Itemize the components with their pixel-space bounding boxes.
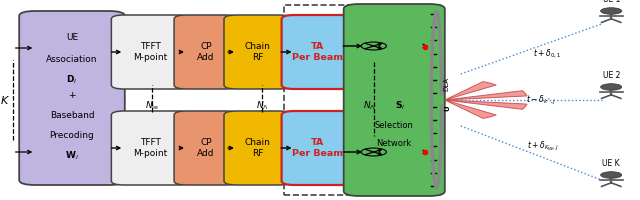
Wedge shape [445, 91, 527, 100]
Text: Add: Add [197, 53, 215, 62]
Text: $\mathbf{D}_l$: $\mathbf{D}_l$ [67, 74, 77, 86]
Text: Per Beam: Per Beam [292, 149, 343, 158]
Text: UE K: UE K [602, 159, 620, 168]
Text: TA: TA [311, 138, 324, 147]
Text: $N_{\mathrm{le}}$: $N_{\mathrm{le}}$ [145, 100, 159, 112]
Text: TFFT: TFFT [140, 138, 161, 147]
Text: $t+\delta_{K_{NE},j}$: $t+\delta_{K_{NE},j}$ [527, 139, 559, 153]
FancyBboxPatch shape [174, 15, 238, 89]
Text: UE 1: UE 1 [602, 0, 620, 4]
Text: Chain: Chain [244, 42, 271, 51]
Text: $K$: $K$ [0, 94, 10, 106]
FancyBboxPatch shape [19, 11, 125, 185]
Text: Chain: Chain [244, 138, 271, 147]
Text: $N_{\Lambda}$: $N_{\Lambda}$ [364, 100, 376, 112]
Text: CP: CP [200, 138, 212, 147]
Text: Network: Network [376, 140, 412, 148]
Text: M-point: M-point [133, 53, 168, 62]
Circle shape [600, 8, 621, 14]
Text: RF: RF [252, 53, 263, 62]
Text: +: + [68, 92, 76, 100]
Text: CP: CP [200, 42, 212, 51]
Circle shape [600, 84, 621, 90]
Text: $\mathbf{S}_l$: $\mathbf{S}_l$ [396, 100, 406, 112]
Text: Precoding: Precoding [50, 132, 94, 140]
FancyBboxPatch shape [344, 4, 445, 196]
Text: $t-\delta_{k^*,j}$: $t-\delta_{k^*,j}$ [525, 93, 556, 107]
Circle shape [600, 172, 621, 178]
Text: UE: UE [66, 33, 78, 43]
Text: UE 2: UE 2 [602, 71, 620, 80]
Text: M-point: M-point [133, 149, 168, 158]
Wedge shape [445, 100, 496, 118]
FancyBboxPatch shape [224, 15, 291, 89]
Text: $t+\delta_{0,1}$: $t+\delta_{0,1}$ [533, 48, 561, 60]
Wedge shape [445, 82, 496, 100]
FancyBboxPatch shape [282, 15, 353, 89]
Wedge shape [445, 100, 527, 109]
Text: Selection: Selection [375, 121, 413, 130]
FancyBboxPatch shape [111, 111, 189, 185]
Text: RF: RF [252, 149, 263, 158]
Text: $N_{\Lambda}$: $N_{\Lambda}$ [256, 100, 269, 112]
Text: DLA: DLA [443, 77, 449, 91]
FancyBboxPatch shape [224, 111, 291, 185]
Text: Per Beam: Per Beam [292, 53, 343, 62]
Text: Baseband: Baseband [50, 111, 94, 120]
Text: $\mathbf{U}$: $\mathbf{U}$ [443, 104, 452, 112]
Bar [284, 5, 440, 195]
Text: $\mathbf{W}_l$: $\mathbf{W}_l$ [65, 150, 79, 162]
FancyBboxPatch shape [111, 15, 189, 89]
Text: TA: TA [311, 42, 324, 51]
Text: Add: Add [197, 149, 215, 158]
Text: TFFT: TFFT [140, 42, 161, 51]
FancyBboxPatch shape [282, 111, 353, 185]
Text: Association: Association [46, 55, 98, 64]
FancyBboxPatch shape [174, 111, 238, 185]
